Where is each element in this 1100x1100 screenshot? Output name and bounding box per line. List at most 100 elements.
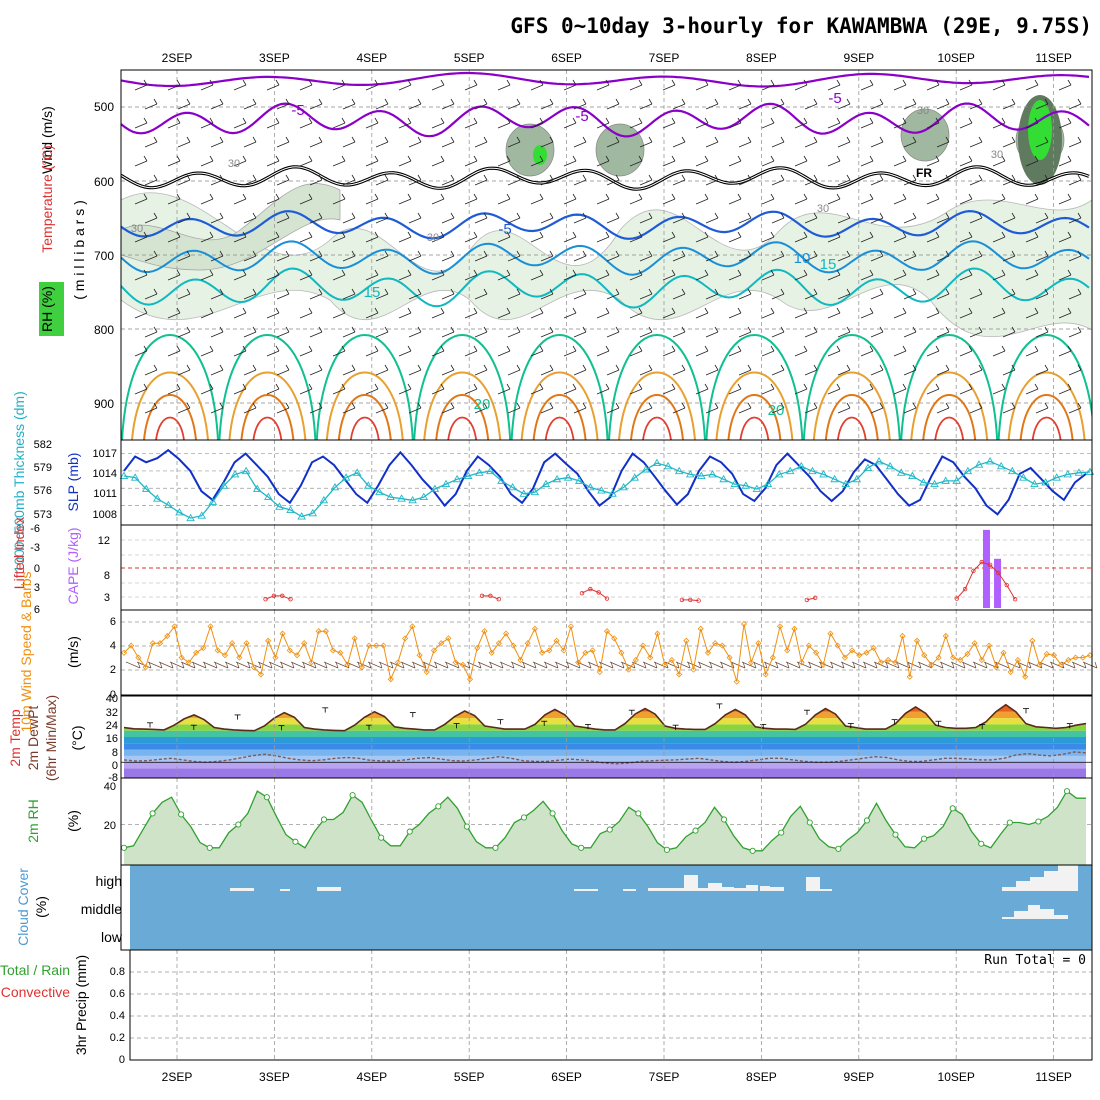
rh-axis-label: RH (%) [39,286,55,332]
rh-point [463,823,470,830]
wind-barb [299,155,313,167]
wind-point [308,659,315,666]
rh-point [120,844,128,851]
wind-point [964,650,971,658]
wind-barb [540,174,554,186]
upper-air-axis-labels: Wind (m/s) Temperature (°C) RH (%) ( m i… [39,100,114,411]
day-label: 10SEP [938,1070,975,1084]
wind-barb [530,231,544,243]
day-label: 11SEP [1035,51,1071,65]
precip-tick: 0 [119,1054,125,1066]
wind-barb [606,326,620,338]
rh-point [921,835,928,842]
wind-barb [400,661,416,669]
thickness-tick: 579 [34,462,52,474]
wind-point [236,654,243,661]
rh-point [378,834,385,841]
wind-point [676,671,683,678]
wind-barb [926,193,940,205]
wind-barb [200,193,214,205]
wind-barb [939,661,955,669]
wind-point [1043,650,1050,658]
wind-barb [926,79,940,91]
wind-barb [134,231,148,243]
wind-barb [563,383,577,395]
wind-barb [276,98,290,110]
contour-25 [520,371,599,440]
wind-barb [125,661,141,669]
wind-point [510,642,517,649]
wind-point [178,654,185,661]
rh-point [435,803,442,810]
wind-barb [697,661,713,669]
wind-point [834,642,841,649]
wind-point [373,642,380,649]
wind-point [885,656,892,664]
wind-point [164,632,171,640]
wind-barb [860,117,874,129]
wind-barb [1025,383,1039,395]
wind-barb [507,136,521,148]
wind-barb [332,345,346,357]
temp-band-group [124,704,1086,778]
wind-point [949,654,957,661]
wind-barb [695,155,709,167]
wind-barb [243,402,257,414]
pressure-tick: 600 [94,175,114,189]
wind-barb [243,288,257,300]
wind-barb [893,269,907,281]
wind-barb [1035,288,1049,300]
wind-barb [497,345,511,357]
wind-point [942,632,949,640]
wind-barb [959,345,973,357]
wind-barb [521,661,537,669]
temp-band [124,749,1086,756]
wind-barb [936,402,950,414]
wind-barb [903,98,917,110]
cape-axis-labels: Lifted Index CAPE (J/kg) -6 -3 0 3 6 12 … [11,517,110,616]
wind-barb [464,307,478,319]
thickness-point [486,466,495,475]
contour-label: -5 [498,221,511,238]
wind-barb [464,383,478,395]
wind-barb [926,307,940,319]
wind-barb [441,174,455,186]
wind-barb [629,269,643,281]
wind-barb [662,307,676,319]
wind-point [135,654,142,661]
wind-barb [167,383,181,395]
wind-point [452,659,459,666]
wind-barb [210,364,224,376]
rh-point [578,844,585,851]
wind-barb [794,155,808,167]
precip-convective-label: Convective [1,984,70,1000]
high-cloud-bar [770,887,784,891]
li-point [1004,582,1009,588]
wind-barb [290,661,306,669]
wind-barb [992,307,1006,319]
wind-point [416,652,423,659]
day-label: 9SEP [843,51,874,65]
wind-barb [837,326,851,338]
wind-barb [903,288,917,300]
wind-barb [738,326,752,338]
wind-barb [969,212,983,224]
li-point [288,597,293,602]
wind-barb [672,288,686,300]
wind-barb [639,250,653,262]
wind-barb [596,193,610,205]
wind-barb [233,231,247,243]
wind-barb [761,117,775,129]
wind-barb [243,136,257,148]
wind-point [704,649,711,656]
slp-axis-labels: 1000~500mb Thickness (dm) SLP (mb) 582 5… [11,391,117,572]
high-cloud-bar [648,888,684,891]
wind-barb [497,269,511,281]
wind-barb [1068,98,1082,110]
day-label: 6SEP [551,51,582,65]
wind-point [978,656,985,664]
rh-area [124,791,1086,865]
wind-barb [497,193,511,205]
wind-point [986,642,993,649]
rh-point [1006,819,1013,826]
